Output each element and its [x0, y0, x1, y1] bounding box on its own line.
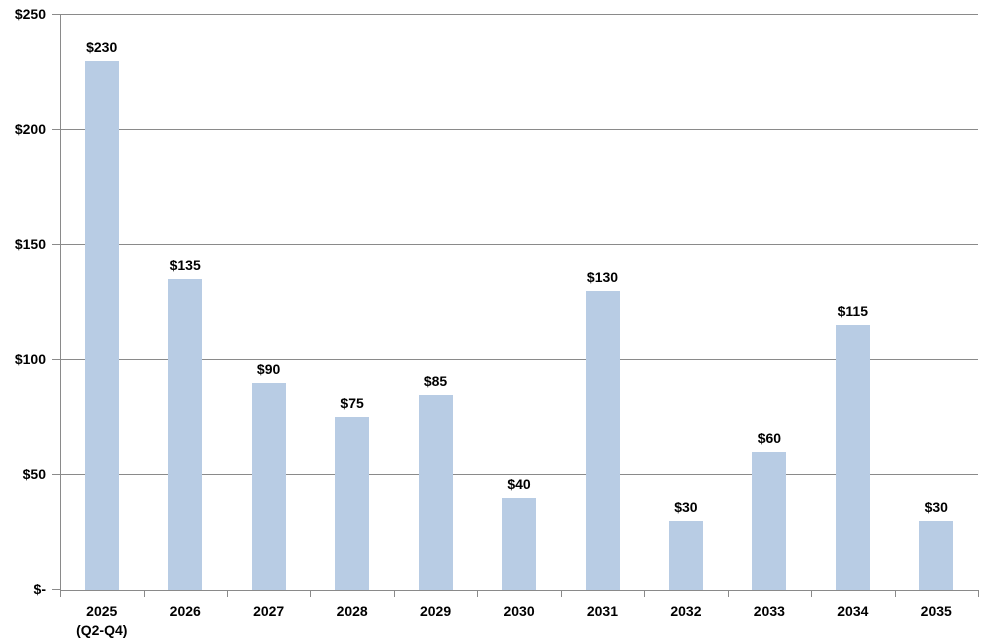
- x-axis-label: 2026: [134, 602, 238, 621]
- y-axis-tick: [52, 474, 60, 475]
- y-axis-label: $150: [14, 236, 46, 252]
- bar-2028: [335, 417, 370, 590]
- x-axis-label-quarters: (Q2-Q4): [76, 622, 128, 638]
- x-axis-tick: [393, 590, 395, 597]
- y-axis-label: $50: [22, 466, 46, 482]
- x-axis-label: 2034: [801, 602, 905, 621]
- gridline-100: [60, 359, 978, 360]
- bar-value-label: $85: [423, 373, 448, 389]
- bar-2026: [168, 279, 203, 590]
- x-axis-label-year: 2025: [86, 603, 118, 619]
- x-axis-label: 2031: [551, 602, 655, 621]
- x-axis-label-year: 2027: [253, 603, 285, 619]
- x-axis-line: [60, 590, 978, 591]
- bar-value-label: $230: [86, 39, 118, 55]
- x-axis-label: 2032: [634, 602, 738, 621]
- bar-value-label: $30: [674, 499, 698, 515]
- x-axis-label-year: 2028: [336, 603, 368, 619]
- bar-value-label: $115: [837, 303, 868, 319]
- x-axis-tick: [644, 590, 646, 597]
- x-axis-label: 2027: [217, 602, 321, 621]
- x-axis-tick: [143, 590, 145, 597]
- x-axis-label-year: 2029: [419, 603, 452, 619]
- bar-2030: [502, 498, 536, 590]
- x-axis-label: 2025 (Q2-Q4): [50, 602, 154, 640]
- y-axis-tick: [52, 589, 60, 590]
- y-axis-label: $-: [33, 581, 46, 597]
- x-axis-label-year: 2035: [920, 603, 952, 619]
- x-axis-label-year: 2031: [586, 603, 619, 619]
- gridline-150: [60, 244, 978, 245]
- x-axis-tick: [226, 590, 228, 597]
- x-axis-label: 2035: [885, 602, 989, 621]
- bar-2034: [835, 325, 870, 590]
- x-axis-tick: [894, 590, 896, 597]
- bar-value-label: $135: [169, 257, 201, 273]
- bar-2029: [418, 395, 453, 590]
- x-axis-tick: [811, 590, 813, 597]
- bar-value-label: $75: [340, 395, 364, 411]
- bar-2031: [585, 291, 620, 590]
- x-axis-tick: [560, 590, 562, 597]
- x-axis-label: 2033: [718, 602, 822, 621]
- y-axis-line: [60, 15, 61, 597]
- bar-value-label: $60: [757, 430, 782, 446]
- bar-2032: [668, 521, 703, 590]
- x-axis-tick: [727, 590, 729, 597]
- bar-2033: [752, 452, 787, 590]
- y-axis-label: $250: [14, 6, 46, 22]
- y-axis-tick: [52, 359, 60, 360]
- y-axis-tick: [52, 129, 60, 130]
- gridline-50: [60, 474, 978, 475]
- y-axis-tick: [52, 14, 60, 15]
- gridline-250: [60, 14, 978, 15]
- gridline-200: [60, 129, 978, 130]
- x-axis-tick: [310, 590, 312, 597]
- x-axis-label: 2028: [300, 602, 404, 621]
- bar-value-label: $130: [586, 269, 619, 285]
- bar-2025: [84, 61, 119, 590]
- bar-value-label: $90: [256, 361, 281, 377]
- bar-value-label: $40: [507, 476, 531, 492]
- x-axis-label: 2029: [384, 602, 488, 621]
- x-axis-label: 2030: [467, 602, 571, 621]
- x-axis-tick: [978, 590, 979, 597]
- x-axis-label-year: 2030: [503, 603, 535, 619]
- bar-value-label: $30: [924, 499, 948, 515]
- x-axis-tick: [477, 590, 479, 597]
- x-axis-label-year: 2034: [837, 603, 869, 619]
- y-axis-label: $200: [14, 121, 46, 137]
- x-axis-label-year: 2026: [169, 603, 201, 619]
- bar-2035: [919, 521, 954, 590]
- x-axis-label-year: 2033: [753, 603, 785, 619]
- x-axis-label-year: 2032: [670, 603, 702, 619]
- y-axis-label: $100: [14, 351, 46, 367]
- bar-2027: [251, 383, 286, 590]
- y-axis-tick: [52, 244, 60, 245]
